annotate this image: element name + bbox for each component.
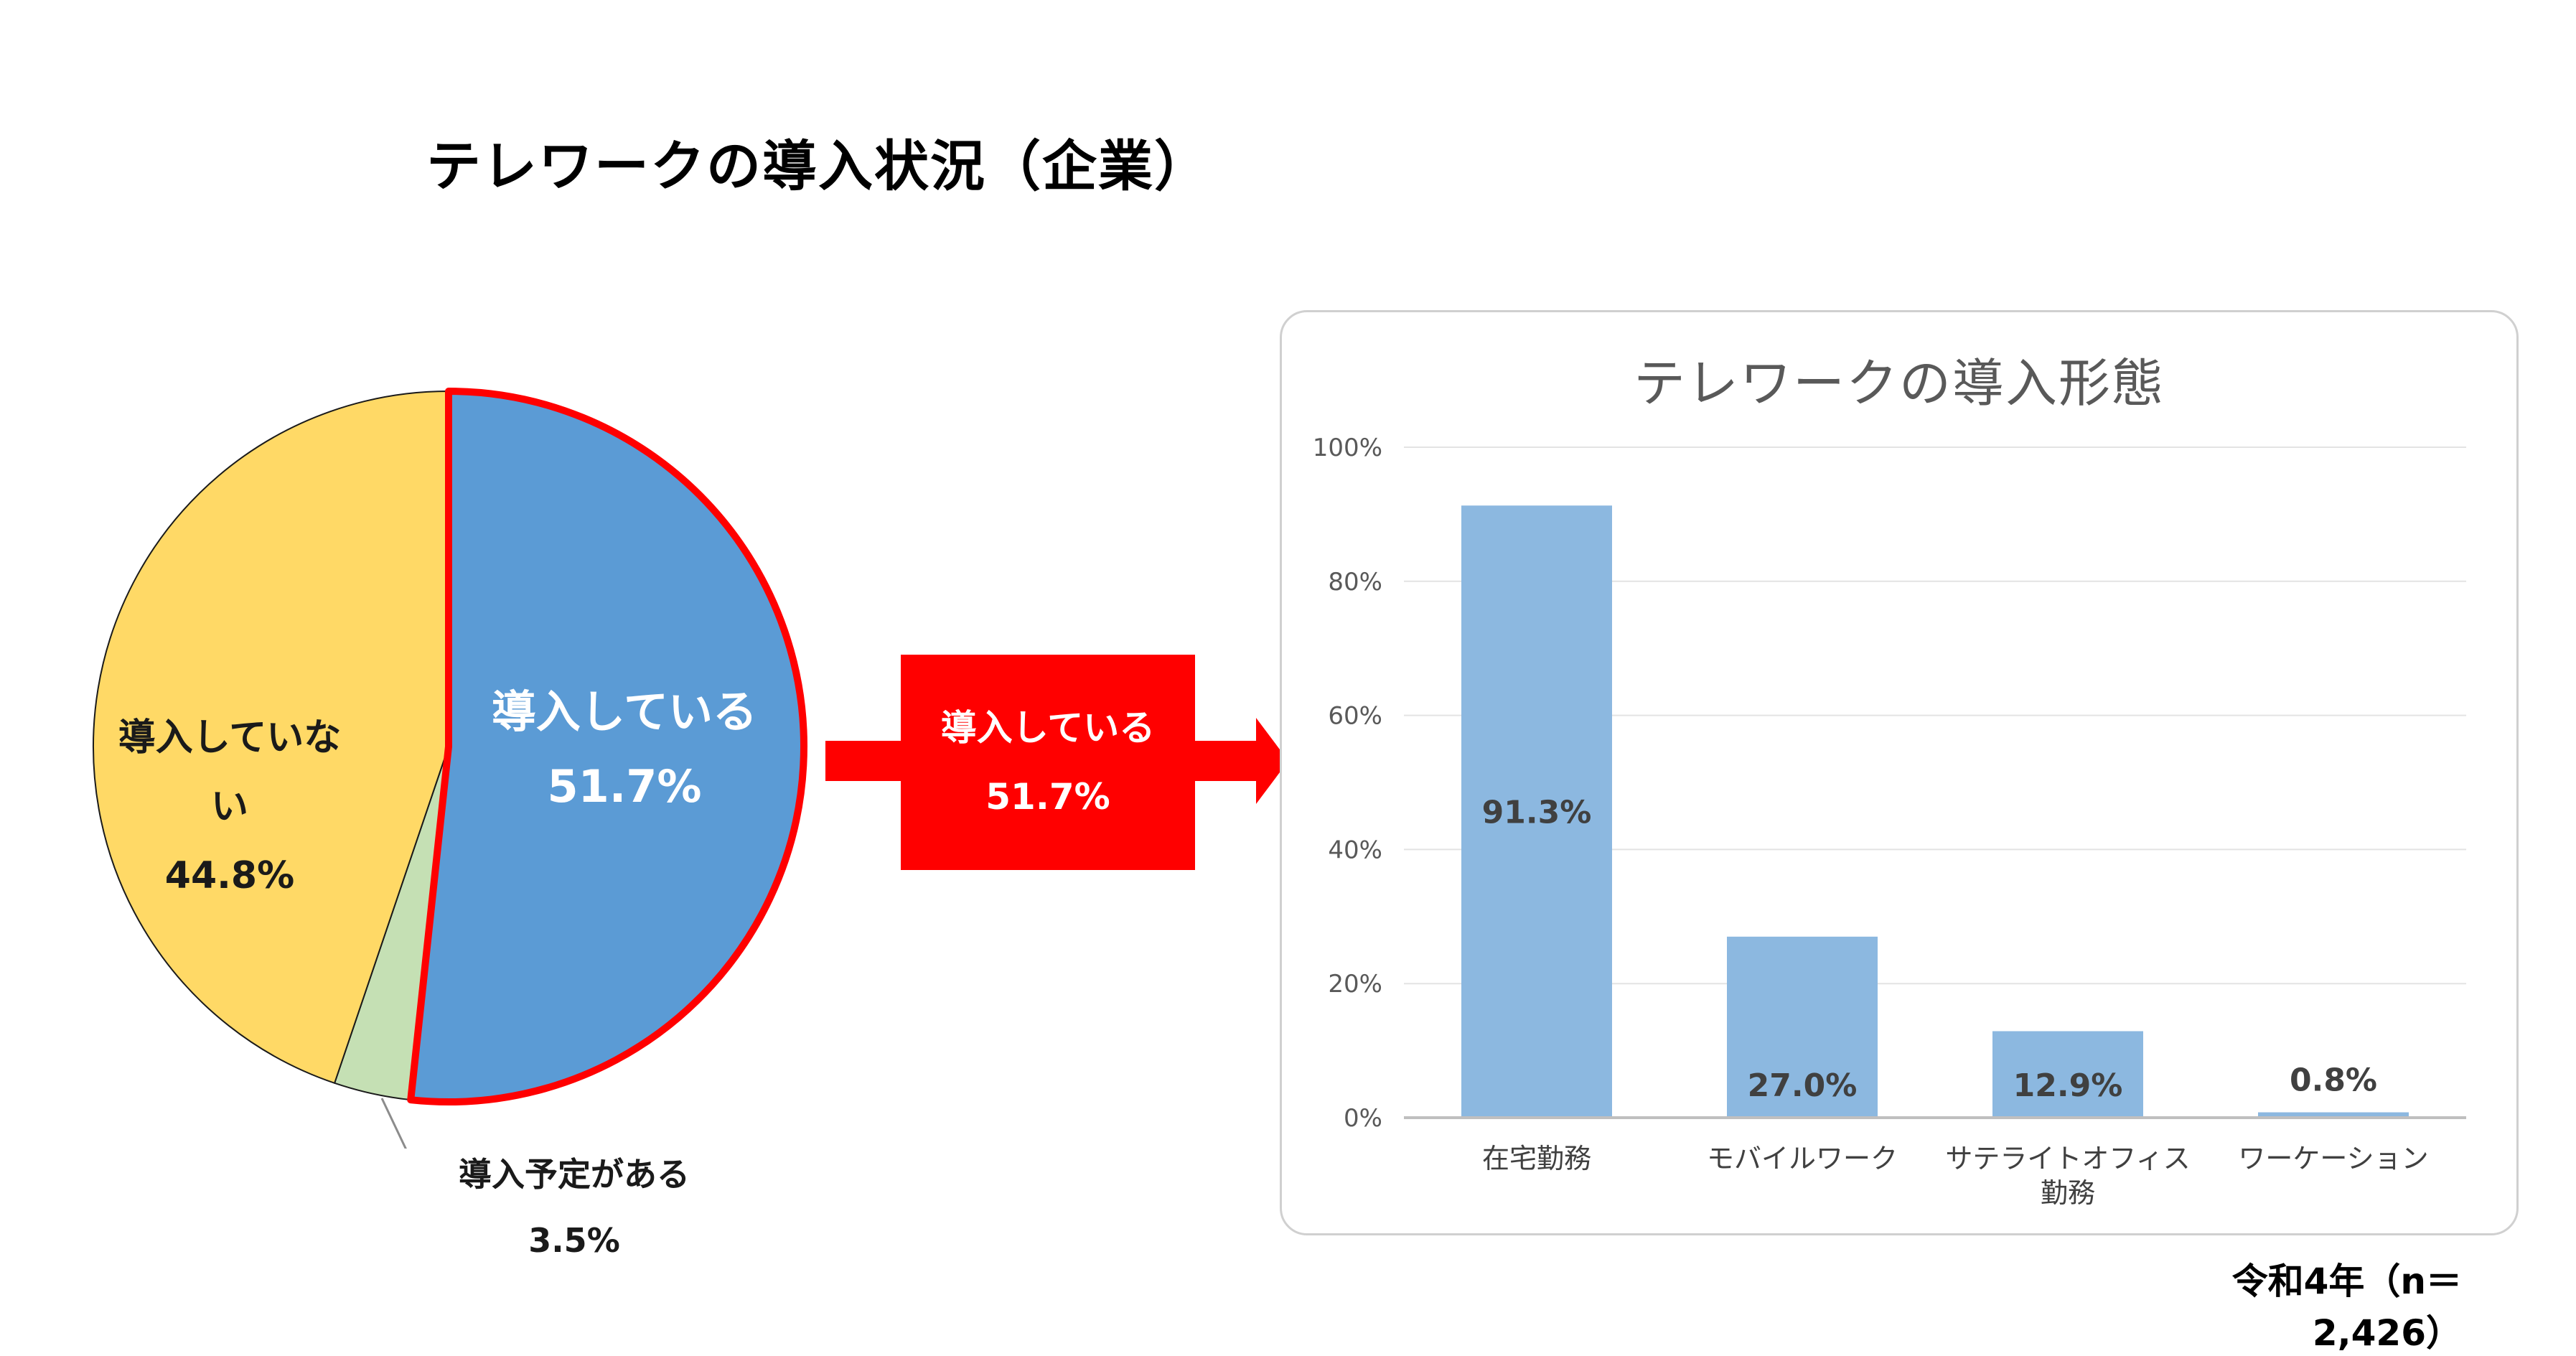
y-tick-label: 60%	[1328, 702, 1382, 731]
bar-chart-title: テレワークの導入形態	[1633, 353, 2165, 413]
y-tick-label: 100%	[1313, 434, 1382, 462]
x-tick-label: 在宅勤務	[1482, 1143, 1591, 1174]
pie-label-not-introduced: 導入していない 44.8%	[108, 703, 352, 910]
bar-1	[1727, 936, 1878, 1118]
pie-label-introduced-name: 導入している	[491, 686, 758, 738]
pie-label-not-introduced-value: 44.8%	[164, 854, 295, 897]
pie-label-planned-value: 3.5%	[528, 1221, 620, 1260]
pie-label-planned-name: 導入予定がある	[459, 1155, 690, 1194]
y-tick-label: 0%	[1344, 1104, 1382, 1133]
x-tick-label: ワーケーション	[2238, 1143, 2428, 1174]
arrow-callout-label: 導入している	[940, 707, 1156, 749]
bar-chart: 0% 20% 40% 60% 80% 100% 91.3% 在宅勤務 27.0% モバイルワーク 1…	[1313, 434, 2466, 1209]
bar-data-label: 91.3%	[1482, 795, 1592, 831]
pie-label-introduced: 導入している 51.7%	[459, 675, 790, 824]
bar-data-label: 0.8%	[2290, 1062, 2377, 1099]
y-tick-label: 20%	[1328, 970, 1382, 999]
arrow-callout-value: 51.7%	[985, 776, 1110, 818]
page-title: テレワークの導入状況（企業）	[426, 134, 1210, 198]
footnote: 令和4年（n＝2,426）	[2231, 1261, 2462, 1354]
x-tick-label: サテライトオフィス	[1945, 1143, 2190, 1174]
pie-slice-highlight-outline	[407, 388, 807, 1105]
bar-0	[1461, 505, 1612, 1118]
y-tick-label: 80%	[1328, 568, 1382, 597]
pie-chart	[93, 388, 807, 1149]
pie-leader-line	[380, 1098, 407, 1149]
x-tick-label: 勤務	[2041, 1177, 2095, 1209]
arrow-callout: 導入している 51.7%	[901, 655, 1195, 870]
bar-data-label: 12.9%	[2013, 1067, 2123, 1104]
bar-data-label: 27.0%	[1748, 1067, 1858, 1104]
pie-label-introduced-value: 51.7%	[547, 760, 702, 813]
pie-slice-2	[93, 390, 449, 1085]
pie-label-planned: 導入予定がある 3.5%	[423, 1141, 725, 1273]
bar-2	[1992, 1031, 2143, 1118]
x-tick-label: モバイルワーク	[1707, 1143, 1898, 1174]
bar-3	[2258, 1112, 2409, 1118]
y-tick-label: 40%	[1328, 836, 1382, 864]
pie-label-not-introduced-name: 導入していない	[118, 716, 342, 828]
bar-chart-panel: テレワークの導入形態 0% 20% 40% 60% 80% 100% 91.3% 在宅勤務 27…	[1280, 310, 2519, 1235]
